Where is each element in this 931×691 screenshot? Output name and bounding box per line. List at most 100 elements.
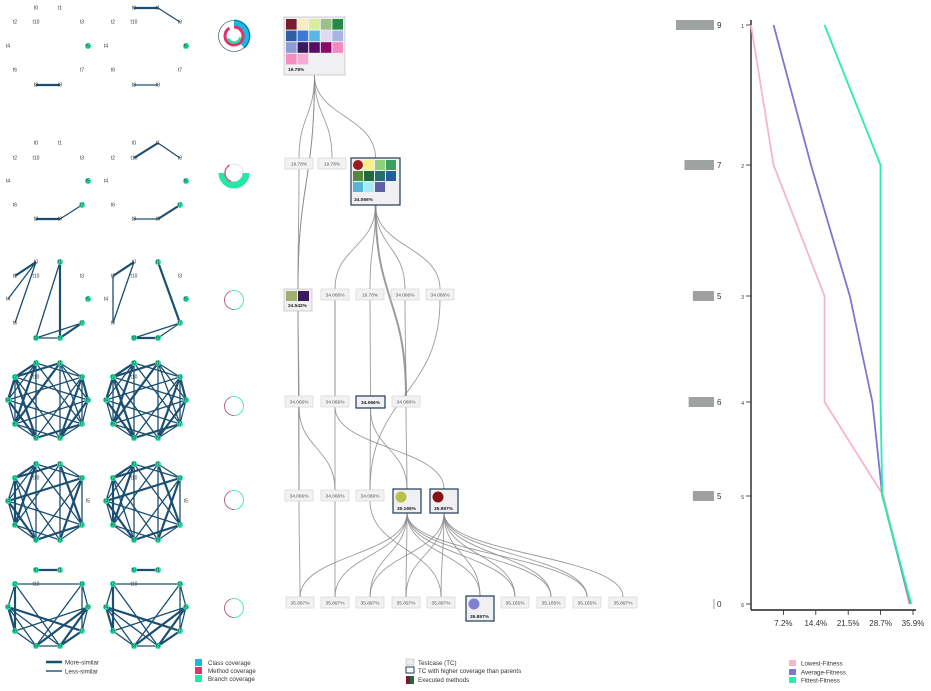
node-label: t4	[104, 179, 108, 185]
coverage-label: 35.165%	[506, 601, 526, 607]
similarity-edge	[14, 376, 61, 439]
graph-node	[33, 435, 39, 441]
legend-fittest-fitness: Fittest-Fitness	[801, 678, 840, 685]
similarity-edge	[7, 476, 83, 503]
method-swatch	[332, 19, 343, 30]
coverage-label: 19.78%	[291, 162, 308, 168]
graph-node	[85, 43, 91, 49]
node-label: t8	[34, 83, 38, 89]
coverage-label: 35.897%	[432, 601, 452, 607]
similarity-edge	[112, 399, 187, 425]
node-label: t5	[184, 44, 188, 50]
graph-node	[85, 178, 91, 184]
similarity-edge	[157, 630, 181, 647]
lineage-link	[298, 74, 315, 159]
similarity-edge	[104, 376, 115, 401]
coverage-donut	[224, 396, 244, 416]
method-swatch	[320, 30, 332, 42]
method-swatch	[298, 291, 309, 301]
coverage-donut	[224, 290, 244, 310]
method-swatch	[364, 182, 374, 192]
lineage-link	[314, 74, 333, 159]
similarity-graph: t0 t1 t2 t3 t4 t5 t6 t7 t8 t9 t10	[104, 6, 189, 89]
similarity-edge	[14, 261, 37, 277]
node-label: t2	[13, 274, 17, 280]
method-swatch	[309, 19, 320, 30]
similarity-edge	[7, 606, 37, 647]
method-swatch	[468, 598, 480, 610]
fitness-line	[772, 24, 912, 605]
generation-bar	[692, 291, 714, 301]
similarity-edge	[157, 399, 187, 439]
node-label: t9	[156, 436, 160, 442]
coverage-donut	[224, 490, 244, 510]
node-label: t3	[80, 476, 84, 482]
node-label: t7	[178, 629, 182, 635]
graph-node	[177, 202, 183, 208]
coverage-label: 19.78%	[324, 162, 341, 168]
graph-legend: More-similar Less-similar	[46, 660, 99, 676]
node-label: t1	[58, 568, 62, 574]
similarity-edge	[157, 7, 181, 23]
method-swatch	[386, 171, 396, 181]
graph-node	[155, 335, 161, 341]
coverage-legend: Class coverage Method coverage Branch co…	[195, 659, 256, 683]
node-label: t0	[34, 6, 38, 12]
testcase-box	[536, 596, 566, 609]
similarity-edge	[133, 362, 181, 425]
y-tick-label: 5	[741, 495, 744, 501]
tree-node: 24.542%	[283, 288, 313, 312]
generation-count-label: 5	[717, 492, 722, 501]
graph-node	[12, 628, 18, 634]
lineage-link	[334, 204, 376, 290]
lineage-link	[404, 299, 407, 397]
similarity-edge	[105, 399, 114, 425]
tree-node: 35.897%	[426, 596, 456, 609]
node-label: t9	[156, 217, 160, 223]
similarity-edge	[14, 477, 61, 541]
node-label: t7	[178, 321, 182, 327]
similarity-edge	[133, 463, 181, 479]
lineage-link	[298, 406, 336, 491]
method-swatch	[297, 42, 309, 53]
similarity-edge	[105, 583, 114, 608]
graph-node	[79, 202, 85, 208]
fitness-line	[823, 24, 913, 605]
node-label: t4	[104, 297, 108, 303]
node-label: t3	[178, 274, 182, 280]
coverage-arc	[224, 396, 235, 416]
similarity-graph: t0 t1 t2 t3 t4 t5 t6 t7 t8 t9 t10	[5, 461, 90, 544]
graph-node	[33, 360, 39, 366]
similarity-edge	[157, 204, 181, 220]
graph-node	[131, 360, 137, 366]
x-tick-label: 7.2%	[774, 619, 792, 628]
similarity-edge	[112, 524, 159, 541]
testcase-box	[284, 395, 314, 408]
node-label: t8	[132, 644, 136, 650]
method-swatch	[332, 42, 343, 53]
similarity-edge	[112, 463, 135, 479]
graph-node	[131, 567, 137, 573]
testcase-box	[317, 157, 347, 170]
method-coverage-swatch	[195, 667, 202, 674]
similarity-edge	[35, 376, 83, 439]
similarity-edge	[35, 463, 83, 479]
graph-node	[155, 435, 161, 441]
method-swatch	[309, 30, 320, 42]
node-label: t2	[111, 274, 115, 280]
similarity-edge	[133, 362, 181, 378]
node-label: t5	[184, 605, 188, 611]
node-label: t10	[131, 156, 138, 162]
similarity-edge	[59, 399, 89, 439]
graph-node	[57, 567, 63, 573]
similarity-edge	[157, 362, 181, 425]
node-label: t9	[58, 436, 62, 442]
testcase-box	[355, 288, 385, 301]
lineage-link	[369, 299, 441, 491]
node-label: t0	[132, 6, 136, 12]
lineage-link	[405, 406, 408, 490]
similarity-graph: t0 t1 t2 t3 t4 t5 t6 t7 t8 t9 t10	[103, 461, 188, 544]
node-label: t7	[80, 68, 84, 74]
lineage-link	[375, 204, 441, 290]
method-swatch	[332, 30, 343, 42]
